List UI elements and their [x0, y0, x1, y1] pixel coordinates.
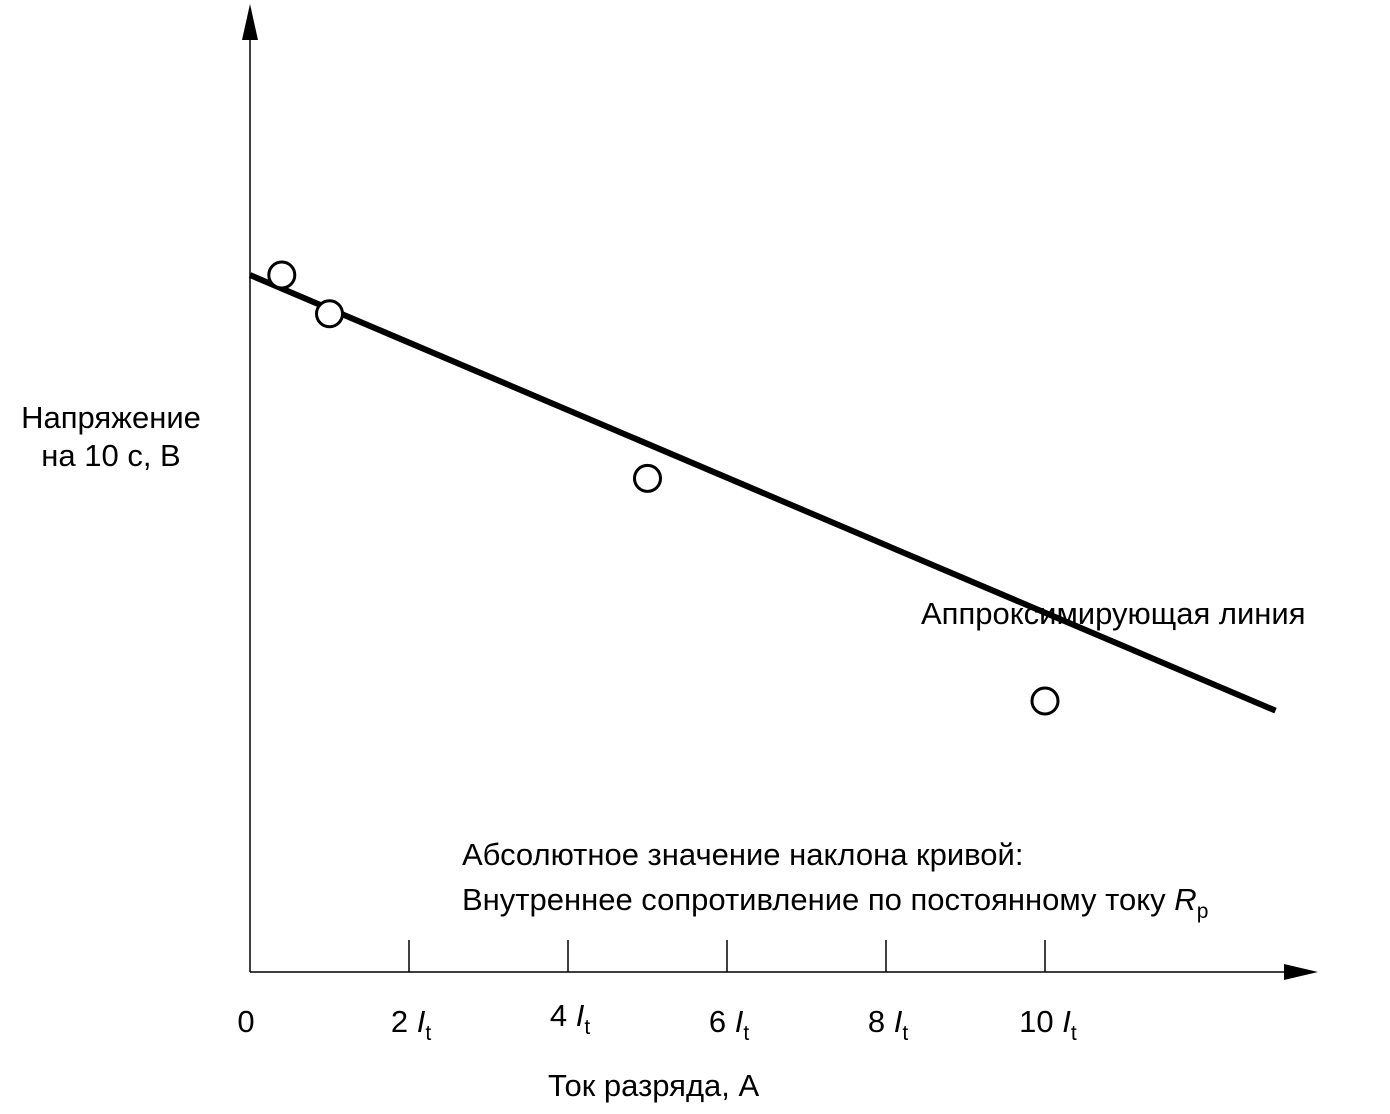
x-tick-label: 2 It	[390, 1004, 432, 1045]
data-point	[315, 299, 344, 329]
x-axis	[250, 964, 1318, 980]
slope-annotation-text: Внутреннее сопротивление по постоянному …	[462, 882, 1175, 917]
data-point	[1030, 686, 1060, 716]
slope-annotation-sub: p	[1196, 900, 1209, 923]
data-points	[267, 260, 1060, 716]
y-axis-label: Напряжение на 10 с, В	[0, 399, 222, 475]
x-axis-label: Ток разряда, А	[548, 1068, 760, 1103]
slope-annotation: Абсолютное значение наклона кривой: Внут…	[462, 832, 1208, 922]
x-tick-marks	[408, 940, 1046, 972]
fit-line-label: Аппроксимирующая линия	[921, 596, 1306, 631]
x-tick-label: 0	[237, 1004, 255, 1039]
y-axis-label-line-2: на 10 с, В	[41, 438, 181, 473]
x-tick-label: 10 It	[1019, 1004, 1077, 1045]
slope-annotation-line-2: Внутреннее сопротивление по постоянному …	[462, 877, 1208, 922]
y-axis	[242, 4, 258, 972]
data-point	[633, 463, 662, 493]
y-axis-arrow	[242, 4, 258, 40]
x-tick-label: 8 It	[867, 1004, 909, 1045]
fit-line	[248, 272, 1277, 714]
y-axis-label-line-1: Напряжение	[21, 400, 201, 435]
slope-annotation-var: R	[1174, 882, 1197, 917]
data-point	[267, 260, 297, 290]
x-tick-label: 4 It	[549, 998, 591, 1039]
x-axis-arrow	[1284, 964, 1318, 980]
slope-annotation-line-1: Абсолютное значение наклона кривой:	[462, 837, 1024, 872]
x-tick-label: 6 It	[708, 1004, 750, 1045]
